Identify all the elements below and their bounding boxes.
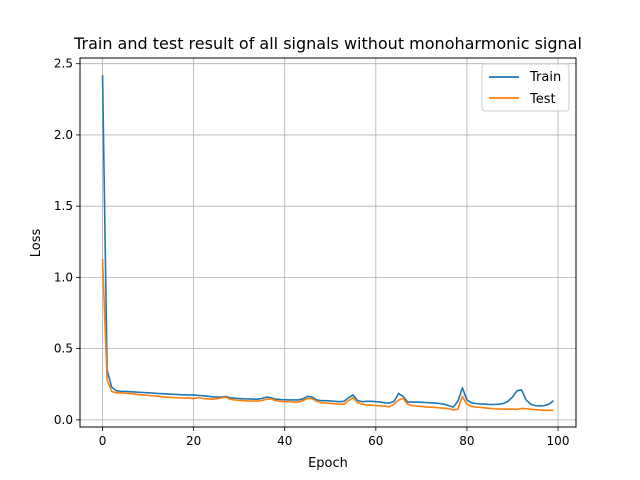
chart-title: Train and test result of all signals wit…: [73, 34, 582, 53]
x-tick-label: 80: [459, 434, 474, 448]
grid-lines: [80, 58, 576, 427]
axis-ticks: 0 20 40 60 80 100 0.0 0.5 1.0 1.5 2.0 2.5: [54, 57, 570, 448]
legend-box: [481, 63, 570, 112]
y-axis-label: Loss: [29, 229, 44, 258]
y-tick-label: 0.0: [54, 413, 73, 427]
legend: Train Test: [481, 63, 570, 112]
x-axis-label: Epoch: [308, 456, 348, 471]
x-tick-label: 100: [547, 434, 570, 448]
series-line-train: [101, 75, 554, 408]
series-lines: [101, 75, 554, 412]
x-tick-label: 40: [277, 434, 292, 448]
x-tick-label: 60: [368, 434, 383, 448]
y-tick-label: 0.5: [54, 342, 73, 356]
plot-frame: [79, 57, 577, 428]
legend-label-train: Train: [529, 70, 561, 85]
series-line-test: [101, 258, 554, 412]
legend-label-test: Test: [529, 92, 556, 107]
y-tick-label: 1.0: [54, 270, 73, 284]
x-tick-label: 20: [186, 434, 201, 448]
y-tick-label: 2.0: [54, 128, 73, 142]
x-tick-label: 0: [99, 434, 107, 448]
y-tick-label: 1.5: [54, 199, 73, 213]
y-tick-label: 2.5: [54, 57, 73, 71]
